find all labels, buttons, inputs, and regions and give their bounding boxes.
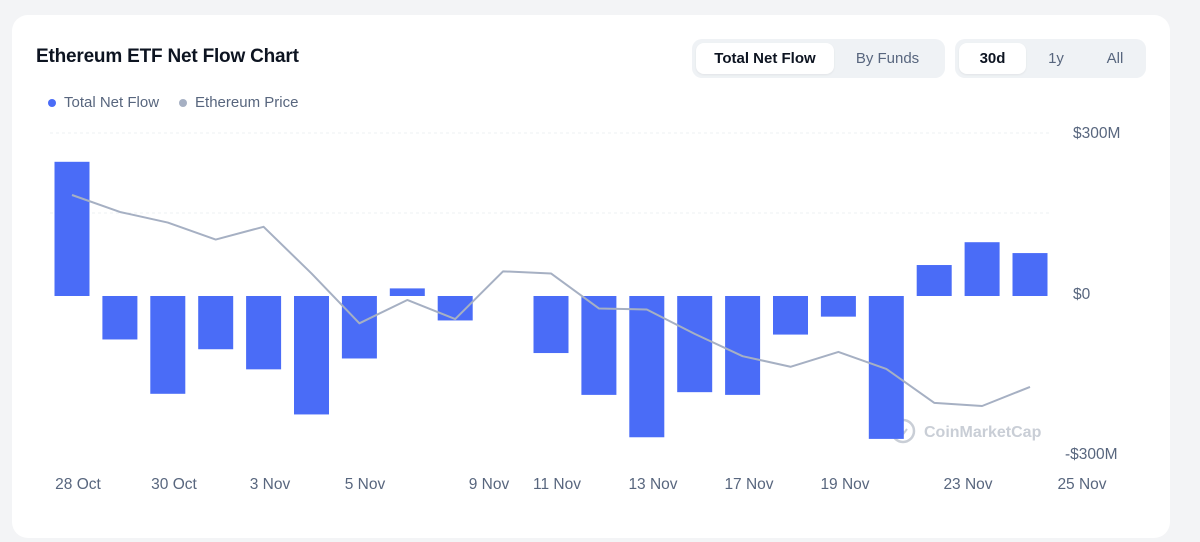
net-flow-dot-icon [48, 98, 56, 107]
net-flow-bar[interactable] [389, 288, 425, 296]
net-flow-bar[interactable] [677, 296, 713, 393]
tab-total-net-flow[interactable]: Total Net Flow [696, 43, 834, 74]
watermark-text: CoinMarketCap [924, 424, 1042, 441]
coinmarketcap-watermark: CoinMarketCap [890, 418, 1042, 444]
net-flow-bar[interactable] [964, 242, 1000, 296]
x-tick-label: 3 Nov [250, 476, 291, 493]
tab-by-funds[interactable]: By Funds [855, 50, 920, 67]
net-flow-bar[interactable] [581, 296, 617, 395]
legend-item-net-flow[interactable]: Total Net Flow [48, 94, 159, 111]
net-flow-bar[interactable] [294, 296, 329, 415]
y-tick-label: $300M [1073, 125, 1120, 142]
chart-legend: Total Net Flow Ethereum Price [48, 94, 298, 111]
range-1y[interactable]: 1y [1048, 50, 1064, 67]
net-flow-bar[interactable] [820, 296, 856, 317]
net-flow-bar[interactable] [102, 296, 138, 340]
x-tick-label: 13 Nov [628, 476, 677, 493]
view-toggle: Total Net Flow By Funds [692, 39, 945, 78]
net-flow-bar[interactable] [246, 296, 282, 370]
range-all[interactable]: All [1106, 50, 1124, 67]
legend-label: Total Net Flow [64, 94, 160, 111]
x-tick-label: 11 Nov [533, 476, 581, 493]
y-tick-label: $0 [1073, 286, 1091, 303]
net-flow-bar[interactable] [54, 161, 90, 296]
x-tick-label: 17 Nov [724, 476, 773, 493]
range-30d[interactable]: 30d [959, 43, 1026, 74]
net-flow-bar[interactable] [916, 265, 952, 296]
x-tick-label: 28 Oct [55, 476, 101, 493]
x-tick-label: 9 Nov [469, 476, 510, 493]
net-flow-bar[interactable] [629, 296, 665, 438]
net-flow-bar[interactable] [533, 296, 569, 354]
y-tick-label: -$300M [1065, 446, 1118, 463]
net-flow-bar[interactable] [773, 296, 808, 335]
x-tick-label: 30 Oct [151, 476, 197, 493]
eth-price-line[interactable] [71, 194, 1031, 407]
range-toggle: 30d 1y All [955, 39, 1146, 78]
net-flow-bar[interactable] [1012, 253, 1048, 296]
page-title: Ethereum ETF Net Flow Chart [36, 46, 299, 67]
net-flow-bar[interactable] [150, 296, 186, 394]
x-tick-label: 19 Nov [820, 476, 869, 493]
legend-label: Ethereum Price [195, 94, 299, 111]
x-tick-label: 25 Nov [1057, 476, 1106, 493]
eth-price-dot-icon [179, 98, 188, 107]
net-flow-bar[interactable] [725, 296, 761, 395]
net-flow-bar[interactable] [198, 296, 234, 350]
x-tick-label: 23 Nov [943, 476, 992, 493]
net-flow-bar[interactable] [868, 296, 904, 439]
net-flow-bar[interactable] [341, 296, 377, 359]
x-tick-label: 5 Nov [345, 476, 386, 493]
legend-item-eth-price[interactable]: Ethereum Price [179, 94, 298, 111]
